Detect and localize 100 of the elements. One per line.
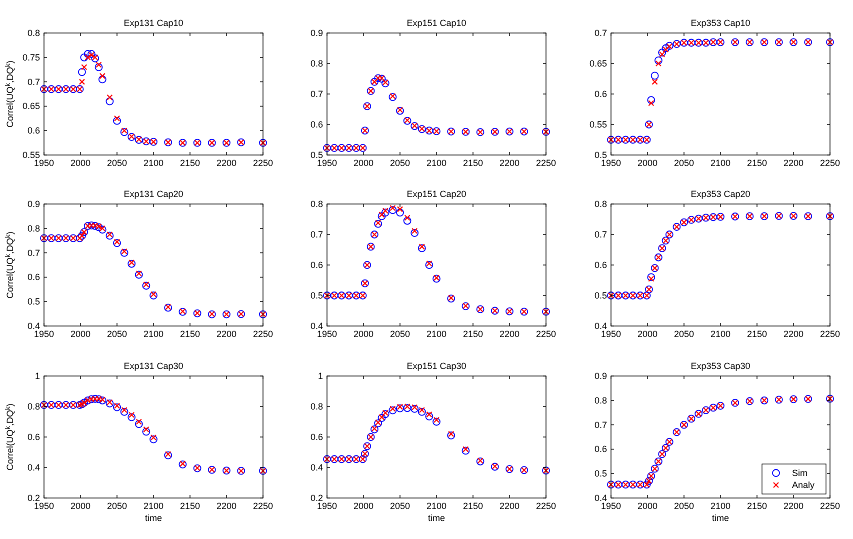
y-tick-label: 0.4 [594,321,607,331]
point [648,276,654,282]
x-tick-label: 2200 [216,329,237,339]
x-tick-label: 2000 [353,329,374,339]
point [418,408,426,416]
y-tick-label: 0.7 [594,230,607,240]
x-axis-title: time [144,513,162,523]
point [113,403,121,412]
y-tick-label: 0.4 [27,462,40,472]
y-tick-label: 0.5 [310,150,323,160]
point [113,116,121,125]
x-tick-label: 2250 [536,158,556,168]
x-tick-label: 2100 [426,501,447,511]
x-tick-label: 2150 [746,329,768,339]
y-tick-label: 0.8 [594,395,607,406]
x-tick-label: 2250 [536,501,556,511]
point [114,402,120,409]
y-tick-label: 0.8 [594,199,607,209]
point [418,244,426,252]
y-tick-label: 0.75 [22,52,40,62]
point [121,406,128,414]
x-tick-label: 2150 [180,329,200,339]
chart-title: Exp353 Cap10 [690,18,750,28]
x-tick-label: 2100 [143,329,164,339]
x-tick-label: 2150 [462,501,484,511]
y-tick-label: 0.6 [27,432,40,442]
point [134,420,143,428]
x-tick-label: 2150 [746,158,768,168]
x-tick-label: 1950 [34,501,54,511]
point [143,426,150,432]
point [81,64,88,70]
x-tick-label: 2200 [783,501,804,511]
x-axis-title: time [428,513,446,523]
point [106,97,114,106]
x-tick-label: 2150 [462,329,484,339]
legend-label: Analy [792,480,816,490]
x-tick-label: 2200 [783,158,804,168]
point [98,75,106,84]
chart-title: Exp151 Cap10 [406,18,466,28]
x-tick-label: 2050 [390,501,410,511]
point [120,248,128,257]
point [120,128,128,136]
point [425,412,434,420]
x-tick-label: 2250 [536,329,556,339]
point [432,418,440,426]
x-tick-label: 2000 [353,501,374,511]
y-tick-label: 0.5 [594,468,607,479]
y-tick-label: 0.4 [27,321,40,331]
y-tick-label: 0.6 [594,444,607,454]
point [654,56,662,64]
x-tick-label: 2000 [637,329,658,339]
point [659,51,666,58]
point [433,416,440,423]
point [121,128,128,134]
point [78,68,86,76]
y-tick-label: 0.5 [594,290,607,300]
x-tick-label: 2000 [353,158,374,168]
point [447,432,456,440]
point [150,434,157,441]
point [410,229,419,237]
x-tick-label: 2250 [252,501,274,511]
point [99,225,106,232]
x-tick-label: 1950 [316,158,338,168]
point [412,228,418,234]
x-tick-label: 2200 [499,329,520,339]
y-tick-label: 0.6 [310,260,323,270]
y-tick-label: 0.8 [310,402,323,412]
y-tick-label: 0.4 [594,493,607,503]
y-tick-label: 0.7 [310,230,323,240]
x-tick-label: 2250 [820,501,840,511]
x-tick-label: 2150 [180,501,200,511]
x-tick-label: 2000 [70,158,91,168]
y-tick-label: 0.9 [594,371,607,381]
x-tick-label: 2050 [106,501,128,511]
x-tick-label: 2250 [820,329,840,339]
point [121,248,128,254]
point [396,208,404,216]
point [650,72,659,80]
chart-title: Exp131 Cap10 [124,18,184,28]
point [94,63,103,72]
x-tick-label: 2000 [637,158,658,168]
x-tick-label: 2200 [216,158,237,168]
x-tick-label: 2100 [710,329,731,339]
y-tick-label: 0.4 [310,462,323,472]
y-tick-label: 0.8 [310,58,323,68]
y-tick-label: 0.9 [310,28,323,38]
x-axis-title: time [712,513,730,523]
x-tick-label: 2050 [106,158,128,168]
point [462,446,469,452]
chart-title: Exp131 Cap20 [124,189,184,199]
x-tick-label: 1950 [34,158,54,168]
x-tick-label: 1950 [600,158,622,168]
x-tick-label: 2100 [710,501,731,511]
x-tick-label: 2200 [783,329,804,339]
y-tick-label: 0.55 [22,150,40,160]
point [658,48,666,56]
y-tick-label: 0.8 [27,402,40,412]
x-tick-label: 2200 [499,158,520,168]
y-tick-label: 0.2 [310,493,323,503]
point [403,216,412,225]
